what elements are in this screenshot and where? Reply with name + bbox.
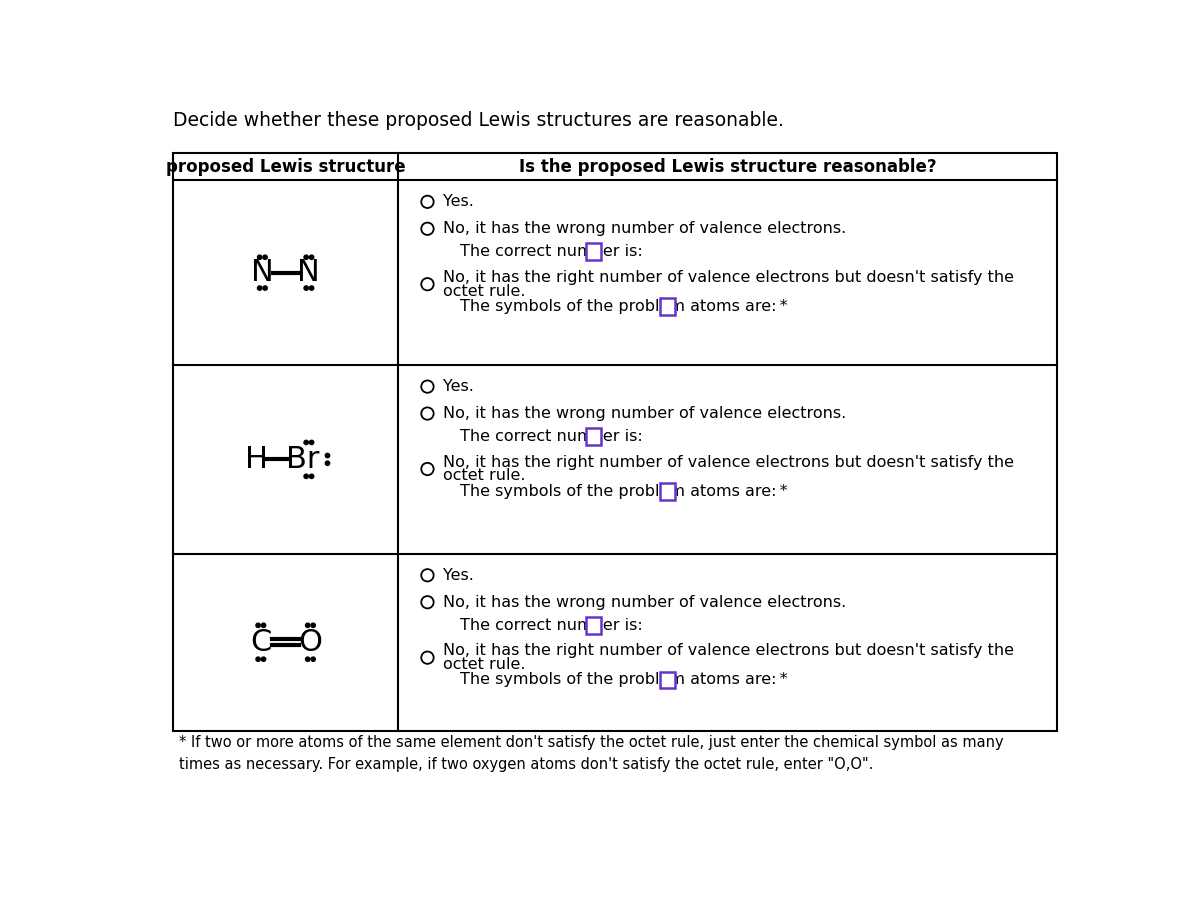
Text: octet rule.: octet rule.: [443, 468, 526, 484]
Bar: [173, 154, 1057, 731]
Text: The symbols of the problem atoms are: *: The symbols of the problem atoms are: *: [460, 672, 787, 688]
Bar: [586, 617, 601, 634]
Circle shape: [310, 255, 313, 260]
Text: N: N: [251, 258, 274, 287]
Circle shape: [304, 474, 308, 478]
Text: Is the proposed Lewis structure reasonable?: Is the proposed Lewis structure reasonab…: [518, 158, 936, 176]
Circle shape: [310, 474, 313, 478]
Circle shape: [262, 623, 265, 628]
Circle shape: [310, 441, 313, 445]
Text: The correct number is:: The correct number is:: [460, 429, 643, 444]
Text: octet rule.: octet rule.: [443, 284, 526, 298]
Text: H: H: [245, 445, 268, 474]
Text: proposed Lewis structure: proposed Lewis structure: [166, 158, 406, 176]
Circle shape: [306, 623, 310, 628]
Circle shape: [325, 453, 330, 458]
Text: C: C: [250, 628, 271, 657]
Text: No, it has the wrong number of valence electrons.: No, it has the wrong number of valence e…: [443, 595, 846, 610]
Circle shape: [311, 623, 316, 628]
Text: octet rule.: octet rule.: [443, 657, 526, 672]
Text: No, it has the right number of valence electrons but doesn't satisfy the: No, it has the right number of valence e…: [443, 270, 1014, 285]
Text: No, it has the wrong number of valence electrons.: No, it has the wrong number of valence e…: [443, 406, 846, 421]
Circle shape: [311, 657, 316, 662]
Circle shape: [258, 286, 262, 290]
Circle shape: [256, 623, 260, 628]
Text: * If two or more atoms of the same element don't satisfy the octet rule, just en: * If two or more atoms of the same eleme…: [180, 734, 1004, 772]
Text: No, it has the wrong number of valence electrons.: No, it has the wrong number of valence e…: [443, 221, 846, 236]
Text: N: N: [298, 258, 320, 287]
Circle shape: [304, 286, 308, 290]
Text: Yes.: Yes.: [443, 379, 474, 394]
Bar: [586, 428, 601, 445]
Text: The correct number is:: The correct number is:: [460, 618, 643, 633]
Circle shape: [256, 657, 260, 662]
Circle shape: [304, 255, 308, 260]
Text: No, it has the right number of valence electrons but doesn't satisfy the: No, it has the right number of valence e…: [443, 643, 1014, 658]
Bar: [586, 244, 601, 261]
Text: O: O: [299, 628, 323, 657]
Text: The correct number is:: The correct number is:: [460, 245, 643, 260]
Circle shape: [306, 657, 310, 662]
Bar: [660, 483, 676, 500]
Text: The symbols of the problem atoms are: *: The symbols of the problem atoms are: *: [460, 299, 787, 314]
Text: Yes.: Yes.: [443, 194, 474, 209]
Bar: [660, 298, 676, 315]
Bar: [660, 672, 676, 689]
Circle shape: [258, 255, 262, 260]
Circle shape: [263, 286, 268, 290]
Circle shape: [304, 441, 308, 445]
Text: Br: Br: [286, 445, 319, 474]
Circle shape: [310, 286, 313, 290]
Text: Decide whether these proposed Lewis structures are reasonable.: Decide whether these proposed Lewis stru…: [173, 111, 784, 130]
Text: The symbols of the problem atoms are: *: The symbols of the problem atoms are: *: [460, 484, 787, 499]
Circle shape: [325, 461, 330, 466]
Circle shape: [263, 255, 268, 260]
Text: Yes.: Yes.: [443, 568, 474, 583]
Circle shape: [262, 657, 265, 662]
Text: No, it has the right number of valence electrons but doesn't satisfy the: No, it has the right number of valence e…: [443, 455, 1014, 469]
